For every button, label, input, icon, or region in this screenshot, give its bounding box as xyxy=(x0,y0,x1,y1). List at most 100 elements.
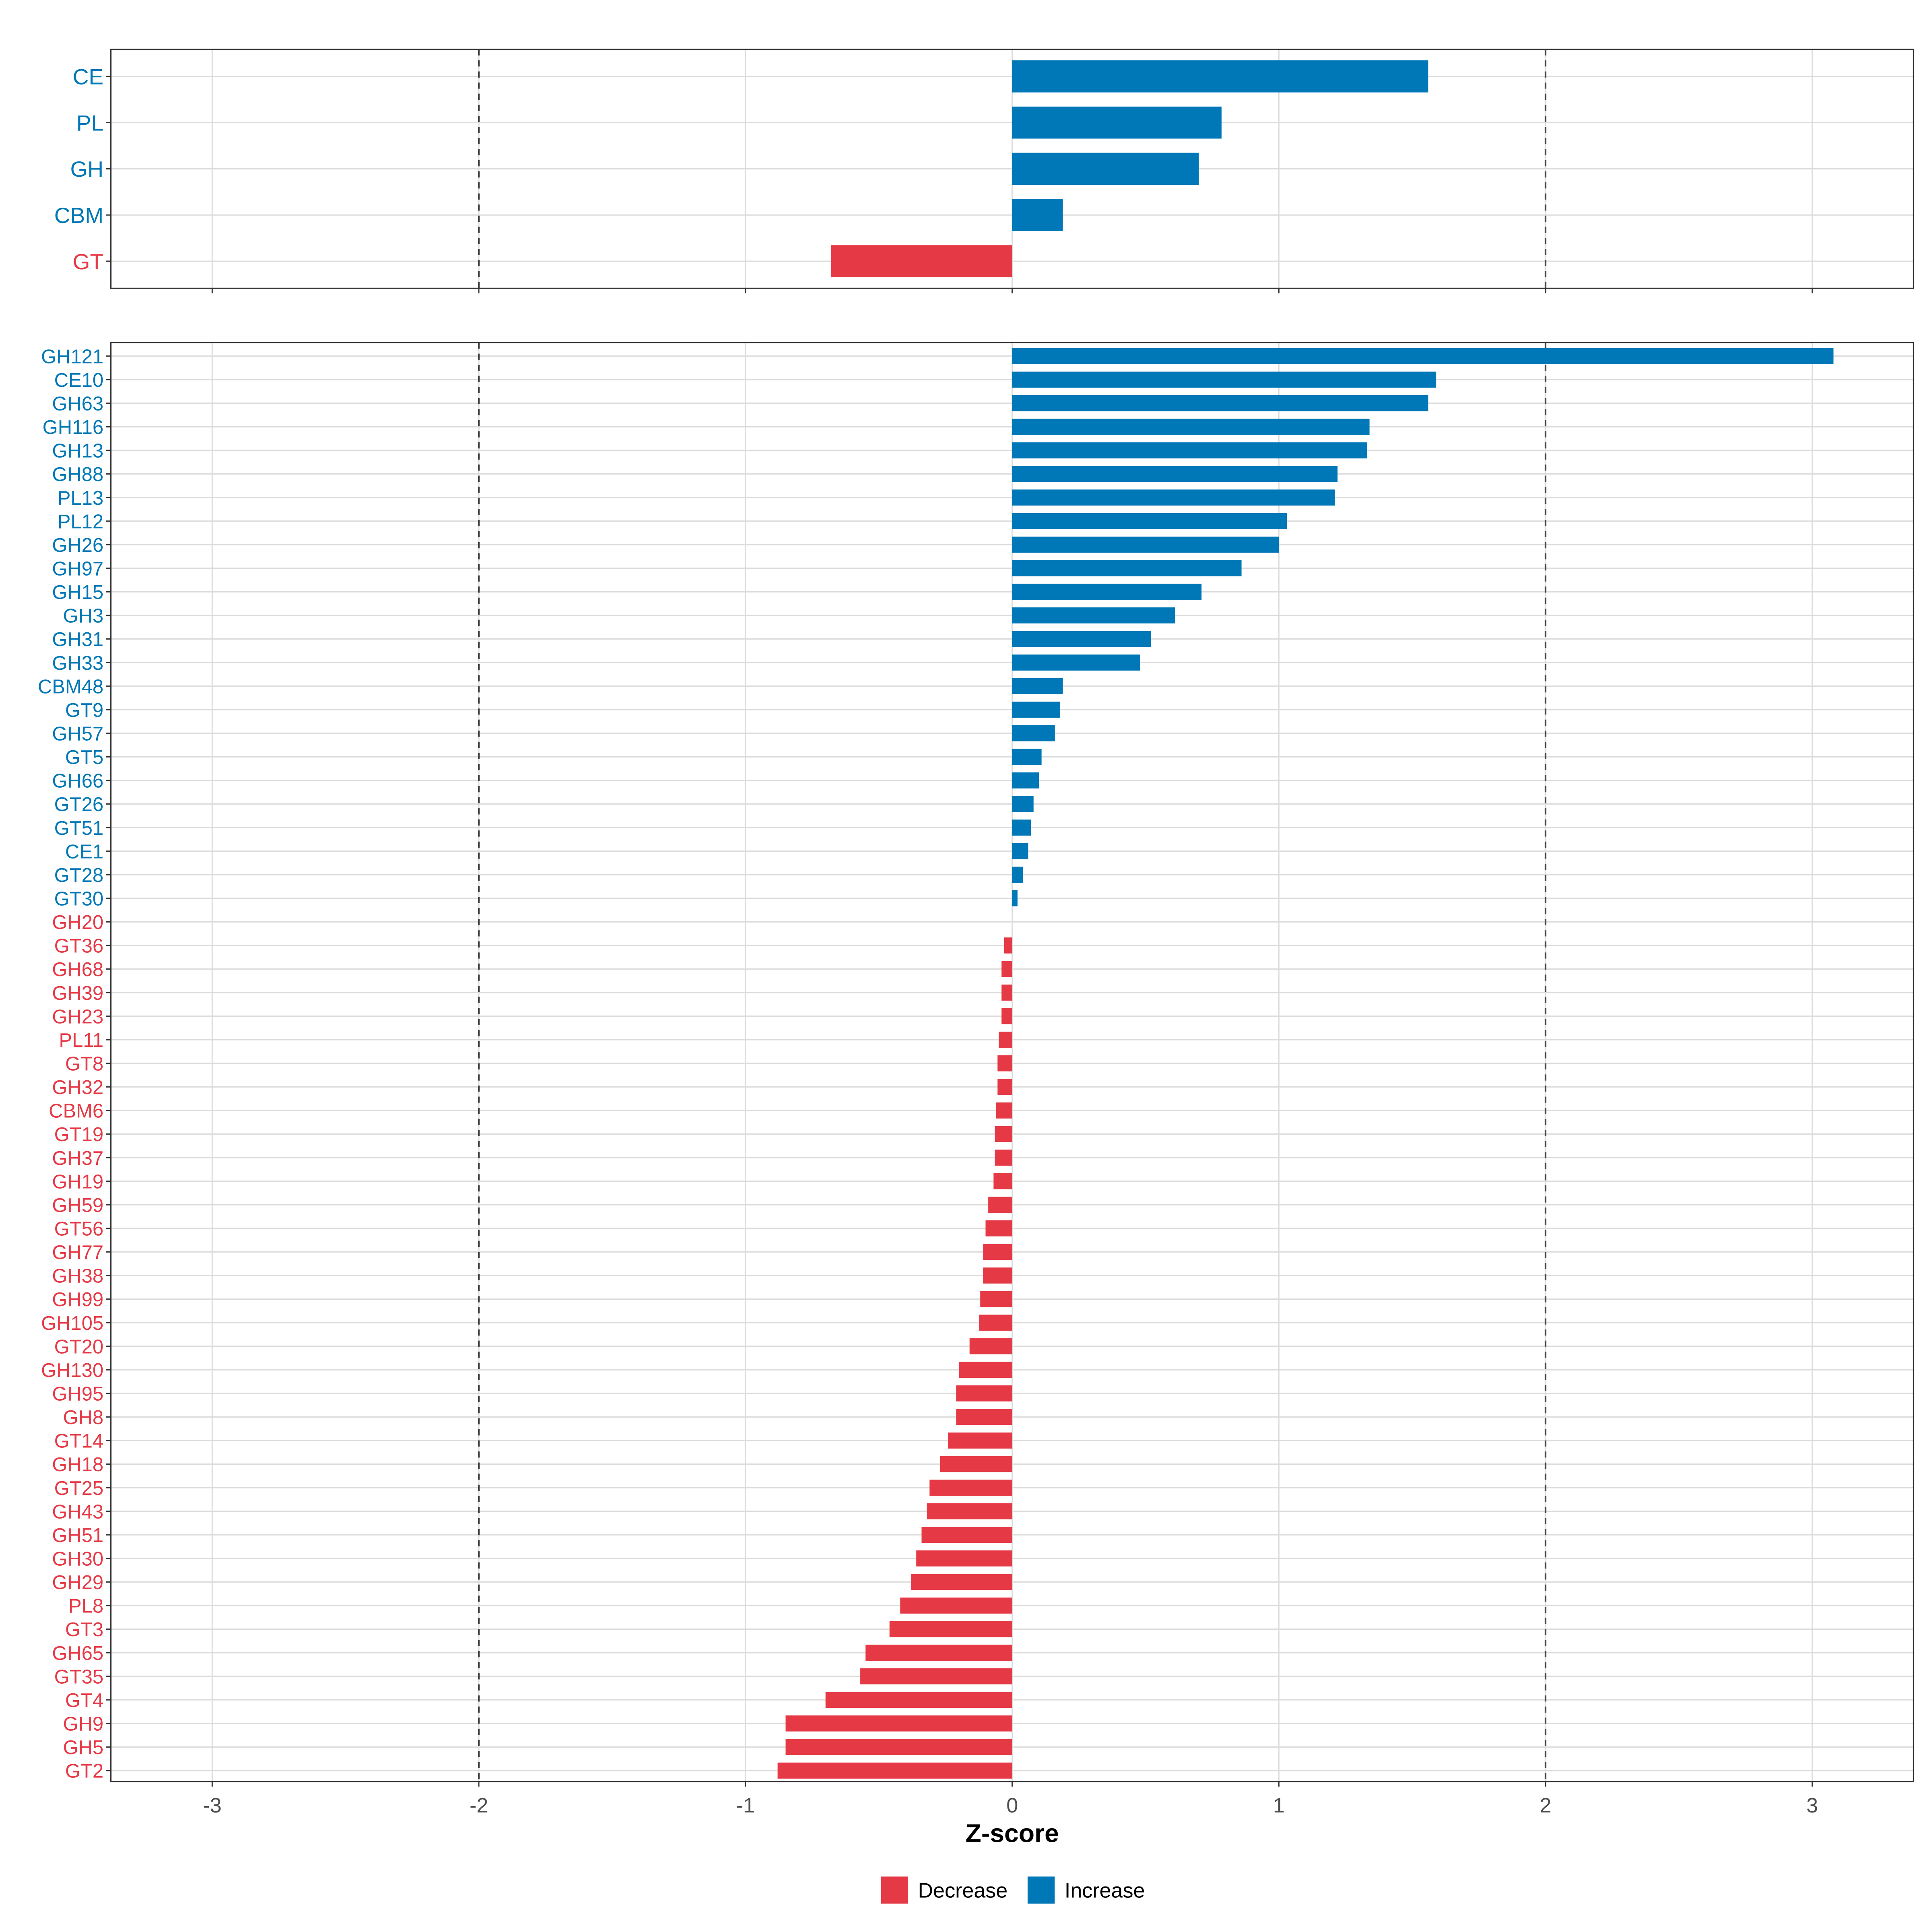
x-tick-label: 2 xyxy=(1540,1794,1551,1817)
bar-pl12 xyxy=(1012,513,1287,529)
y-tick-label: GH3 xyxy=(63,605,103,627)
bar-gh63 xyxy=(1012,395,1428,411)
x-tick-label: -1 xyxy=(736,1794,755,1817)
y-tick-label: GH63 xyxy=(52,393,103,415)
y-tick-label: GH30 xyxy=(52,1548,103,1570)
y-tick-label: GH39 xyxy=(52,983,103,1004)
bar-gh37 xyxy=(995,1150,1012,1166)
legend-swatch-decrease xyxy=(881,1876,908,1904)
y-tick-label: GH5 xyxy=(63,1737,103,1759)
y-tick-label: GT5 xyxy=(65,747,103,768)
y-tick-label: GH29 xyxy=(52,1572,103,1593)
bar-gh51 xyxy=(921,1527,1012,1543)
bar-gh97 xyxy=(1012,560,1242,576)
y-tick-label: GH77 xyxy=(52,1242,103,1263)
y-tick-label: GT36 xyxy=(54,935,103,957)
bar-pl xyxy=(1012,106,1222,139)
y-tick-label: GH33 xyxy=(52,652,103,674)
y-tick-label: GH121 xyxy=(41,346,103,367)
y-tick-label: GH99 xyxy=(52,1289,103,1311)
y-tick-label: GH116 xyxy=(43,417,104,438)
bar-cbm6 xyxy=(996,1102,1012,1119)
x-tick-label: -2 xyxy=(470,1794,488,1817)
bar-gh99 xyxy=(980,1291,1012,1307)
bar-gt3 xyxy=(890,1621,1012,1637)
y-tick-label: PL12 xyxy=(58,511,103,533)
bar-gh66 xyxy=(1012,772,1039,788)
y-tick-label: GH31 xyxy=(52,629,103,650)
y-tick-label: GH23 xyxy=(52,1006,103,1028)
bar-gh3 xyxy=(1012,607,1175,623)
bar-gh116 xyxy=(1012,419,1370,435)
bar-ce1 xyxy=(1012,843,1028,859)
bar-ce xyxy=(1012,60,1428,93)
y-tick-label: GT9 xyxy=(65,700,103,721)
bar-gh18 xyxy=(940,1456,1012,1472)
y-tick-label: GT19 xyxy=(54,1124,103,1146)
y-tick-label: GT56 xyxy=(54,1218,103,1240)
y-tick-label: GH105 xyxy=(41,1313,103,1334)
y-tick-label: GH20 xyxy=(52,912,103,933)
bar-gh130 xyxy=(959,1362,1012,1378)
y-tick-label: GT xyxy=(73,249,104,274)
bar-gt26 xyxy=(1012,796,1034,812)
y-tick-label: GT3 xyxy=(65,1619,103,1641)
bar-ce10 xyxy=(1012,372,1437,388)
y-tick-label: GH130 xyxy=(41,1360,103,1381)
y-tick-label: GT4 xyxy=(65,1690,103,1711)
y-tick-label: GH13 xyxy=(52,440,103,462)
bar-gt36 xyxy=(1004,937,1012,954)
bar-gh31 xyxy=(1012,631,1151,647)
bar-gh59 xyxy=(988,1197,1012,1213)
bar-cbm xyxy=(1012,199,1063,231)
bar-gh33 xyxy=(1012,654,1140,671)
y-tick-label: GH26 xyxy=(52,535,103,556)
legend-swatch-increase xyxy=(1028,1876,1055,1904)
bar-gh xyxy=(1012,153,1199,185)
y-tick-label: GH9 xyxy=(63,1713,103,1735)
y-tick-label: CBM6 xyxy=(49,1100,103,1122)
bar-gt51 xyxy=(1012,819,1031,836)
y-tick-label: GH57 xyxy=(52,723,103,745)
y-tick-label: PL xyxy=(76,110,103,135)
y-tick-label: CBM xyxy=(54,203,103,228)
bar-gh9 xyxy=(785,1715,1012,1732)
bar-gh39 xyxy=(1001,985,1012,1001)
y-tick-label: GH43 xyxy=(52,1501,103,1523)
y-tick-label: CE1 xyxy=(65,841,103,863)
bar-gt30 xyxy=(1012,890,1018,906)
bar-gh68 xyxy=(1001,961,1012,977)
y-tick-label: GT30 xyxy=(54,888,103,910)
bar-gt28 xyxy=(1012,867,1023,883)
bar-gh23 xyxy=(1001,1008,1012,1024)
bar-pl13 xyxy=(1012,489,1335,506)
bar-gt25 xyxy=(929,1480,1012,1496)
x-tick-label: 0 xyxy=(1006,1794,1018,1817)
bar-gh5 xyxy=(785,1739,1012,1755)
bar-gh29 xyxy=(911,1574,1012,1590)
y-tick-label: GH15 xyxy=(52,582,103,603)
y-tick-label: GT26 xyxy=(54,794,103,815)
y-tick-label: PL8 xyxy=(68,1596,103,1617)
y-tick-label: GH51 xyxy=(52,1525,103,1546)
bar-gh105 xyxy=(978,1315,1012,1331)
x-tick-label: 3 xyxy=(1806,1794,1818,1817)
bar-gt2 xyxy=(777,1763,1012,1779)
y-tick-label: GH32 xyxy=(52,1077,103,1098)
y-tick-label: PL11 xyxy=(59,1030,103,1051)
y-tick-label: GH97 xyxy=(52,558,103,580)
y-tick-label: GT35 xyxy=(54,1666,103,1688)
legend-label-decrease: Decrease xyxy=(918,1879,1008,1902)
x-tick-label: -3 xyxy=(203,1794,221,1817)
y-tick-label: GT8 xyxy=(65,1053,103,1075)
bar-gh95 xyxy=(956,1385,1012,1402)
y-tick-label: GT25 xyxy=(54,1478,103,1499)
y-tick-label: GH59 xyxy=(52,1195,103,1216)
bar-cbm48 xyxy=(1012,678,1063,694)
bar-gt8 xyxy=(997,1055,1012,1071)
bar-gh77 xyxy=(983,1244,1012,1260)
y-tick-label: GH66 xyxy=(52,770,103,792)
y-tick-label: GH19 xyxy=(52,1171,103,1193)
bar-gh57 xyxy=(1012,725,1055,741)
